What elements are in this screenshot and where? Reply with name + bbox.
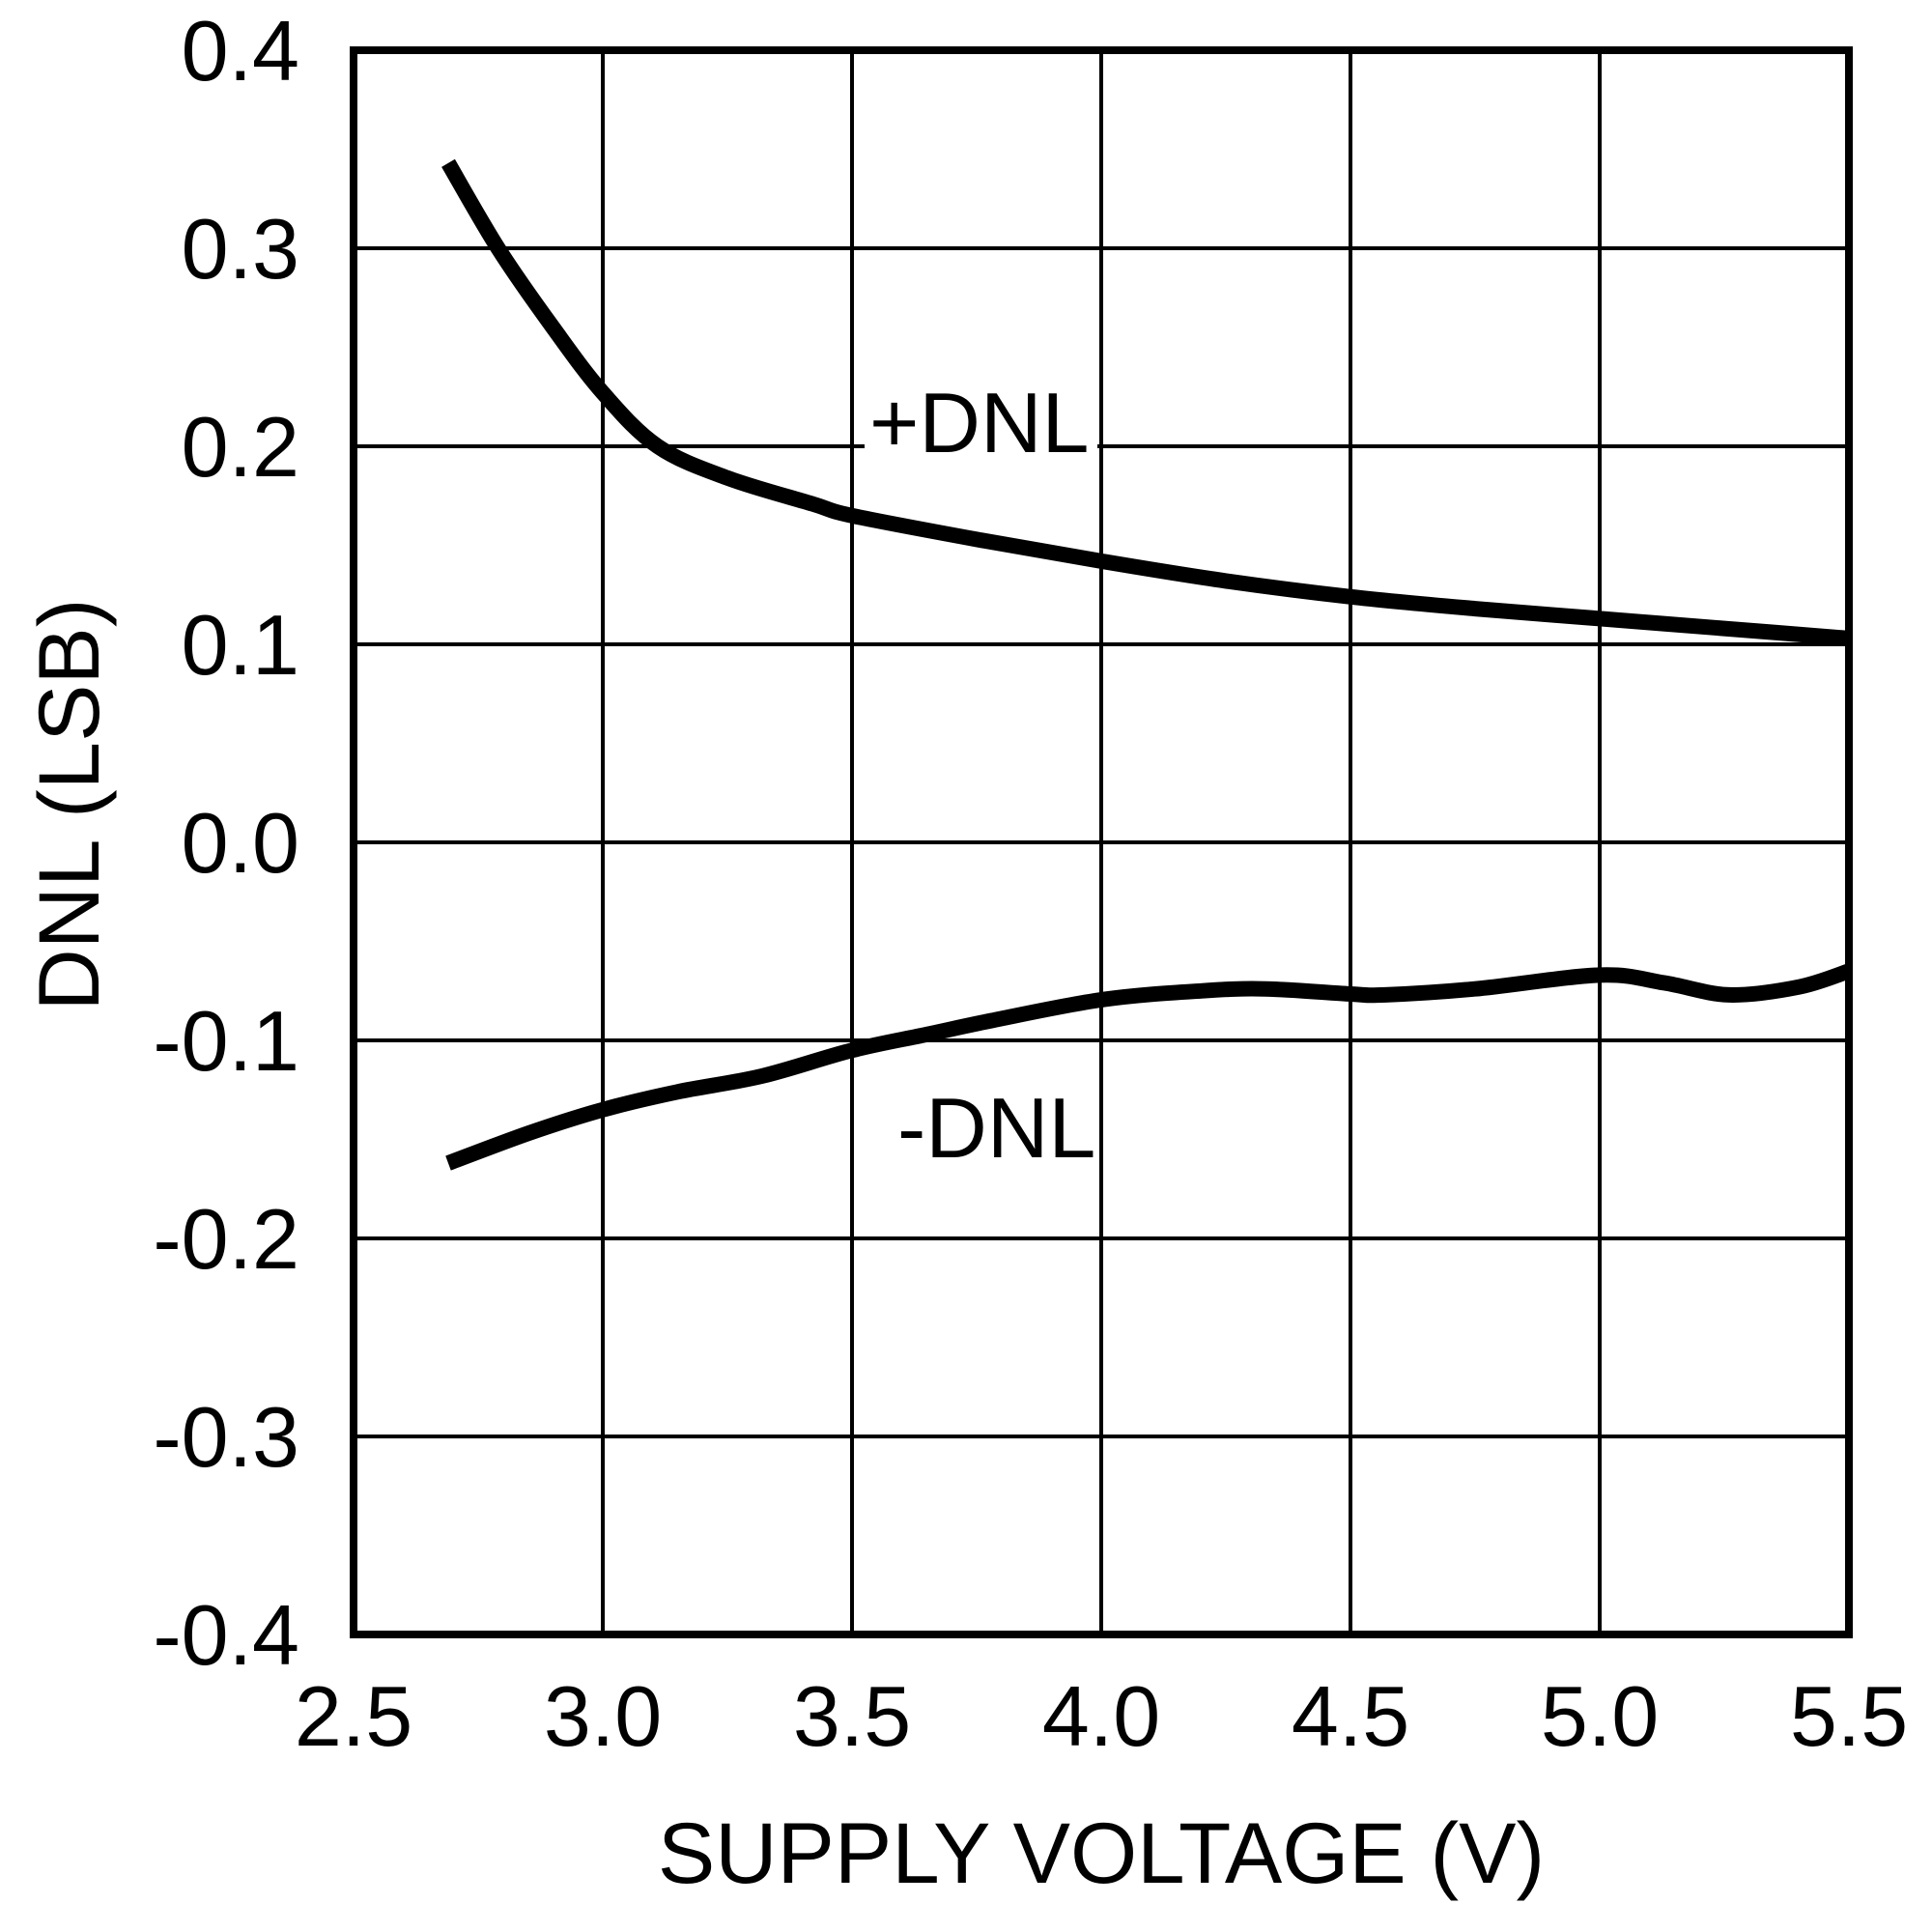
y-tick-label: -0.1	[153, 993, 299, 1089]
label-masks	[865, 382, 1098, 1197]
x-tick-label: 2.5	[295, 1668, 412, 1764]
grid-lines	[354, 50, 1849, 1634]
y-tick-label: -0.3	[153, 1389, 299, 1485]
y-axis-title: DNL (LSB)	[20, 599, 117, 1011]
data-series	[441, 158, 1852, 1171]
x-tick-label: 3.5	[793, 1668, 911, 1764]
x-tick-label: 4.5	[1292, 1668, 1409, 1764]
series-line-minus-dnl	[445, 963, 1852, 1171]
x-tick-label: 4.0	[1042, 1668, 1160, 1764]
y-tick-label: 0.0	[182, 795, 299, 891]
y-tick-label: 0.2	[182, 399, 299, 495]
x-tick-label: 5.5	[1790, 1668, 1908, 1764]
series-line-plus-dnl	[441, 158, 1850, 646]
series-label-minus-dnl: -DNL	[897, 1080, 1095, 1176]
series-labels: +DNL -DNL	[869, 375, 1095, 1176]
label-mask	[894, 1089, 1098, 1197]
x-tick-label: 5.0	[1541, 1668, 1659, 1764]
label-mask	[865, 382, 1097, 459]
plot-border	[350, 46, 1853, 1638]
y-tick-label: -0.4	[153, 1587, 299, 1683]
y-tick-label: 0.4	[182, 3, 299, 99]
y-axis-tick-labels: 0.4 0.3 0.2 0.1 0.0 -0.1 -0.2 -0.3 -0.4	[153, 3, 299, 1683]
x-axis-title: SUPPLY VOLTAGE (V)	[658, 1804, 1545, 1901]
y-tick-label: 0.3	[182, 201, 299, 297]
x-tick-label: 3.0	[544, 1668, 662, 1764]
series-label-plus-dnl: +DNL	[869, 375, 1089, 470]
x-axis-tick-labels: 2.5 3.0 3.5 4.0 4.5 5.0 5.5	[295, 1668, 1908, 1764]
y-tick-label: 0.1	[182, 597, 299, 693]
y-tick-label: -0.2	[153, 1191, 299, 1287]
